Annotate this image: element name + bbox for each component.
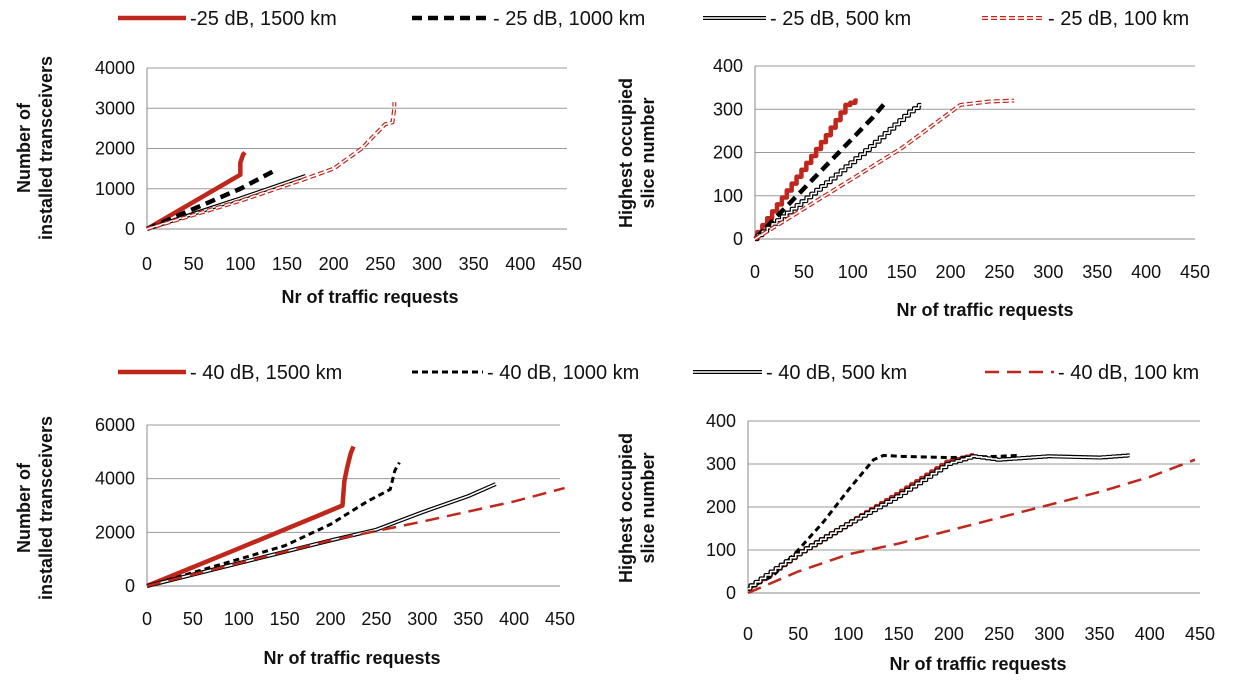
y-tick-label: 300: [706, 454, 736, 474]
y-axis-title: Highest occupied slice number: [616, 78, 658, 228]
x-tick-label: 400: [499, 609, 529, 629]
x-axis-title: Nr of traffic requests: [889, 654, 1066, 674]
chart-bottom-left: 0 2000 4000 6000 0 50 100 150 200 250 300 350 400 450…: [14, 415, 575, 668]
chart-bottom-right: 0 100 200 300 400 0 50 100 150 200 250 300 350 400 450…: [616, 411, 1215, 674]
series-line: [747, 453, 1020, 591]
legend-label: - 40 dB, 1000 km: [487, 362, 639, 384]
y-axis-title: Number of installed transceivers: [14, 56, 56, 240]
y-tick-label: 100: [706, 540, 736, 560]
y-tick-label: 3000: [95, 98, 135, 118]
x-tick-label: 250: [361, 609, 391, 629]
legend-label: - 40 dB, 1500 km: [190, 362, 342, 384]
y-tick-label: 0: [726, 583, 736, 603]
x-tick-label: 350: [459, 254, 489, 274]
x-tick-label: 400: [505, 254, 535, 274]
y-tick-label: 0: [125, 576, 135, 596]
x-tick-label: 300: [1034, 624, 1064, 644]
series-line: [146, 486, 565, 588]
y-tick-label: 4000: [95, 58, 135, 78]
series-line: [753, 98, 1015, 241]
x-tick-label: 450: [552, 254, 582, 274]
x-tick-label: 250: [984, 262, 1014, 282]
series-line: [753, 99, 889, 241]
legend-2: - 40 dB, 1500 km - 40 dB, 1000 km - 40 dB,…: [118, 362, 1199, 384]
series-line: [747, 458, 1196, 595]
y-tick-label: 4000: [95, 469, 135, 489]
legend-label: - 25 dB, 100 km: [1048, 8, 1189, 30]
series-line-inner: [755, 104, 922, 240]
legend-1: -25 dB, 1500 km - 25 dB, 1000 km - 25 dB, …: [118, 8, 1189, 30]
x-tick-label: 200: [936, 262, 966, 282]
x-tick-label: 200: [316, 609, 346, 629]
x-tick-label: 300: [412, 254, 442, 274]
y-axis-title: Highest occupied slice number: [616, 433, 658, 583]
chart-top-left: 0 1000 2000 3000 4000 0 50 100 150 200 250 300 350 40…: [14, 56, 582, 307]
y-tick-label: 2000: [95, 139, 135, 159]
series-line: [146, 169, 275, 232]
series-line-inner: [748, 454, 1130, 590]
y-tick-label: 400: [706, 411, 736, 431]
x-tick-label: 450: [1185, 624, 1215, 644]
y-axis-title: Number of installed transceivers: [14, 416, 56, 600]
x-tick-label: 100: [224, 609, 254, 629]
x-tick-label: 250: [365, 254, 395, 274]
x-tick-label: 450: [1180, 262, 1210, 282]
x-tick-label: 0: [142, 609, 152, 629]
x-tick-label: 50: [794, 262, 814, 282]
x-tick-label: 150: [270, 609, 300, 629]
x-axis-title: Nr of traffic requests: [896, 300, 1073, 320]
x-tick-label: 450: [545, 609, 575, 629]
series-line-inner: [754, 99, 1015, 240]
x-tick-label: 350: [453, 609, 483, 629]
x-tick-label: 300: [1033, 262, 1063, 282]
y-tick-label: 1000: [95, 179, 135, 199]
chart-top-right: 0 100 200 300 400 0 50 100 150 200 250 300 350 400 450…: [616, 56, 1210, 320]
y-tick-label: 300: [713, 99, 743, 119]
x-tick-label: 400: [1135, 624, 1165, 644]
y-tick-label: 2000: [95, 522, 135, 542]
x-tick-label: 100: [225, 254, 255, 274]
x-tick-label: 100: [838, 262, 868, 282]
x-axis-title: Nr of traffic requests: [281, 287, 458, 307]
y-tick-label: 100: [713, 186, 743, 206]
x-tick-label: 0: [750, 262, 760, 282]
x-tick-label: 200: [319, 254, 349, 274]
series-line: [146, 461, 401, 588]
x-axis-title: Nr of traffic requests: [263, 648, 440, 668]
legend-label: - 40 dB, 100 km: [1058, 362, 1199, 384]
legend-label: - 25 dB, 1000 km: [493, 8, 645, 30]
x-tick-label: 400: [1131, 262, 1161, 282]
x-tick-label: 50: [183, 609, 203, 629]
y-tick-label: 400: [713, 56, 743, 76]
series-line: [146, 445, 356, 589]
x-tick-label: 50: [788, 624, 808, 644]
legend-label: - 25 dB, 500 km: [770, 8, 911, 30]
legend-label: -25 dB, 1500 km: [190, 8, 337, 30]
series-line: [755, 98, 858, 242]
y-tick-label: 6000: [95, 415, 135, 435]
x-tick-label: 350: [1085, 624, 1115, 644]
series-line: [748, 453, 1130, 591]
x-tick-label: 150: [884, 624, 914, 644]
x-tick-label: 50: [184, 254, 204, 274]
y-tick-label: 0: [733, 229, 743, 249]
x-tick-label: 0: [142, 254, 152, 274]
x-tick-label: 100: [833, 624, 863, 644]
y-tick-label: 200: [706, 497, 736, 517]
series-line: [145, 150, 247, 231]
x-tick-label: 0: [743, 624, 753, 644]
series-line-inner: [146, 102, 396, 230]
x-tick-label: 250: [984, 624, 1014, 644]
x-tick-label: 150: [887, 262, 917, 282]
x-tick-label: 300: [407, 609, 437, 629]
y-tick-label: 0: [125, 219, 135, 239]
x-tick-label: 350: [1082, 262, 1112, 282]
y-tick-label: 200: [713, 143, 743, 163]
x-tick-label: 150: [272, 254, 302, 274]
x-tick-label: 200: [934, 624, 964, 644]
legend-label: - 40 dB, 500 km: [766, 362, 907, 384]
